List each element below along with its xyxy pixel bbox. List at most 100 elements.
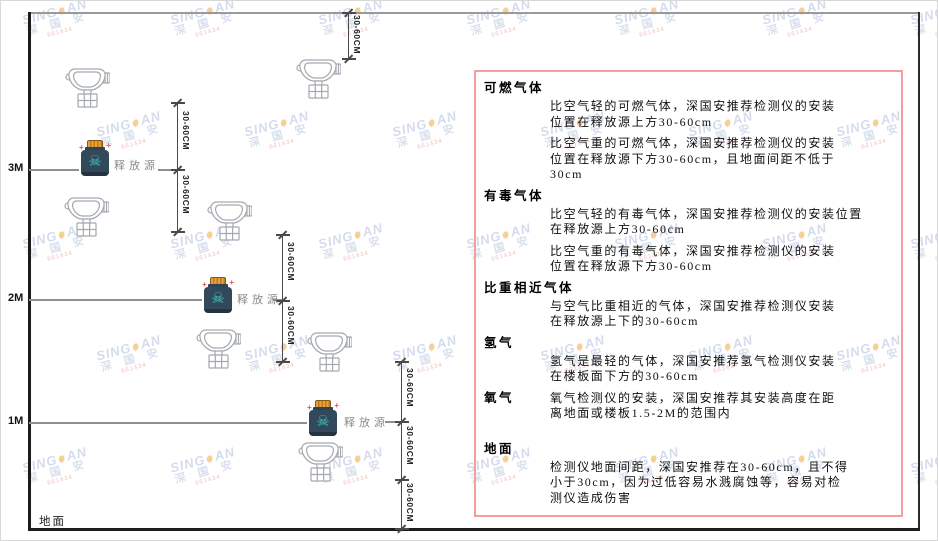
section-heading: 氢气 [484, 335, 515, 350]
watermark-logo-dot-icon [353, 230, 364, 240]
gas-detector-icon [64, 197, 109, 237]
release-source-label: 释放源 [344, 417, 389, 429]
watermark-red-text: 661434 [194, 474, 222, 488]
release-source-label: 释放源 [237, 294, 282, 306]
watermark-red-text: 661434 [194, 250, 222, 264]
section-paragraph: 氧气检测仪的安装，深国安推荐其安装高度在距 离地面或楼板1.5-2M的范围内 [550, 390, 836, 421]
watermark-logo-dot-icon [131, 118, 142, 128]
watermark-red-text: 661434 [934, 474, 938, 488]
section-heading: 地面 [484, 441, 515, 456]
watermark-red-text: 661434 [194, 26, 222, 40]
gas-detector-icon [298, 442, 343, 482]
right-wall-line [918, 12, 920, 529]
section-heading: 比重相近气体 [484, 280, 575, 295]
connector-3m [158, 169, 177, 171]
dimension-label: 30-60CM [181, 111, 191, 151]
ground-line [28, 528, 920, 531]
watermark-red-text: 661434 [934, 250, 938, 264]
source-body [81, 150, 109, 176]
sparkle-icon: + [229, 278, 234, 287]
dimension-line [401, 361, 402, 528]
height-label-1m: 1M [8, 415, 24, 427]
dimension-label: 30-60CM [352, 15, 362, 55]
watermark-logo-dot-icon [649, 6, 660, 16]
sparkle-icon: + [307, 403, 312, 412]
dimension-line [177, 102, 178, 231]
watermark-logo-dot-icon [427, 118, 438, 128]
watermark-red-text: 661434 [120, 362, 148, 376]
watermark-chinese-text: 深 国 安 [99, 345, 164, 374]
section-paragraph: 比空气轻的可燃气体，深国安推荐检测仪的安装 位置在释放源上方30-60cm [550, 99, 836, 129]
gas-detector-icon [65, 68, 110, 108]
panel-section: 氧气 氧气检测仪的安装，深国安推荐其安装高度在距 离地面或楼板1.5-2M的范围内 [484, 391, 891, 428]
section-heading: 有毒气体 [484, 188, 545, 203]
watermark-red-text: 661434 [268, 138, 296, 152]
dimension-line [348, 12, 349, 58]
watermark-logo-dot-icon [205, 454, 216, 464]
skull-icon: ☠ [211, 291, 225, 307]
info-panel: 可燃气体 比空气轻的可燃气体，深国安推荐检测仪的安装 位置在释放源上方30-60c… [474, 70, 903, 517]
dimension-label: 30-60CM [405, 426, 415, 466]
section-paragraph: 检测仪地面间距，深国安推荐在30-60cm，且不得 小于30cm，因为过低容易水… [550, 459, 849, 505]
watermark-logo-dot-icon [205, 6, 216, 16]
release-source-icon: + + ☠ [306, 400, 340, 438]
sparkle-icon: + [334, 401, 339, 410]
gas-detector-icon [307, 332, 352, 372]
watermark-red-text: 661434 [490, 26, 518, 40]
section-paragraph: 比空气轻的有毒气体，深国安推荐检测仪的安装位置 在释放源上方30-60cm [550, 206, 863, 237]
dimension-label: 30-60CM [181, 175, 191, 215]
height-label-2m: 2M [8, 292, 24, 304]
release-source-icon: + + ☠ [78, 140, 112, 178]
height-label-3m: 3M [8, 162, 24, 174]
panel-section: 氢气 氢气是最轻的气体，深国安推荐氢气检测仪安装 在楼板面下方的30-60cm [484, 336, 891, 385]
left-wall-line [28, 12, 31, 531]
watermark-chinese-text: 深 国 安 [25, 457, 90, 486]
panel-section: 地面检测仪地面间距，深国安推荐在30-60cm，且不得 小于30cm，因为过低容… [484, 442, 891, 507]
watermark-logo-dot-icon [279, 118, 290, 128]
watermark-logo-dot-icon [427, 342, 438, 352]
watermark-red-text: 661434 [416, 138, 444, 152]
skull-icon: ☠ [88, 154, 102, 170]
watermark-chinese-text: 深 国 安 [247, 121, 312, 150]
watermark-red-text: 661434 [934, 26, 938, 40]
watermark-logo-dot-icon [131, 342, 142, 352]
leader-1m [29, 422, 307, 424]
leader-2m [29, 299, 202, 301]
source-body [309, 410, 337, 436]
section-paragraph: 与空气比重相近的气体，深国安推荐检测仪安装 在释放源上下的30-60cm [550, 298, 836, 329]
leader-3m [29, 169, 79, 171]
watermark-logo-dot-icon [501, 6, 512, 16]
source-neck [313, 407, 333, 411]
watermark-logo-dot-icon [797, 6, 808, 16]
source-neck [85, 147, 105, 151]
watermark-red-text: 661434 [416, 362, 444, 376]
watermark-red-text: 661434 [786, 26, 814, 40]
ground-label: 地面 [39, 516, 66, 528]
connector-1m [385, 421, 401, 423]
